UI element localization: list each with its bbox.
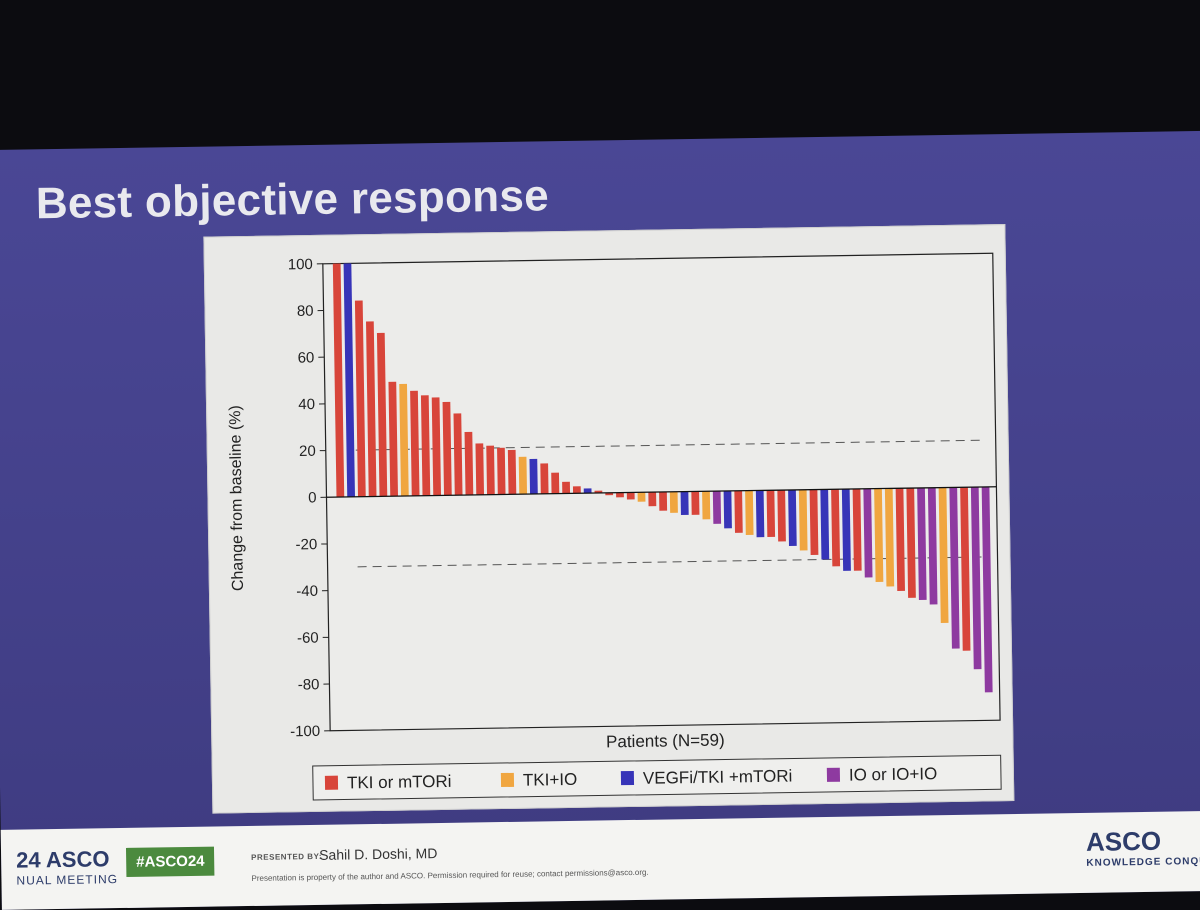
y-tick-label: -100	[290, 723, 320, 740]
patient-bar	[648, 492, 656, 506]
copyright-notice: Presentation is property of the author a…	[251, 868, 648, 883]
patient-bar	[519, 457, 527, 494]
chart-panel: 100 80 60 40 20 0 -20 -40 -60 -80 -100 Change from…	[203, 224, 1014, 814]
patient-bar	[831, 489, 840, 566]
slide-title: Best objective response	[35, 171, 549, 229]
patient-bar	[551, 473, 559, 494]
patient-bar	[885, 488, 894, 586]
asco-tagline: KNOWLEDGE CONQUE	[1086, 856, 1200, 869]
patient-bar	[508, 450, 516, 494]
patient-bar	[562, 482, 570, 494]
asco-annual-meeting-logo: 24 ASCO	[16, 846, 110, 873]
patient-bar	[432, 397, 441, 495]
hashtag-badge: #ASCO24	[126, 847, 215, 877]
legend-label: VEGFi/TKI +mTORi	[643, 766, 793, 787]
patient-bar	[842, 489, 851, 571]
presenter-name: Sahil D. Doshi, MD	[319, 845, 438, 863]
patient-bar	[745, 491, 753, 535]
legend-label: TKI+IO	[523, 770, 578, 790]
presented-by-label: PRESENTED BY:	[251, 852, 322, 862]
patient-bar	[863, 489, 872, 578]
patient-bar	[638, 492, 646, 501]
patient-bar	[713, 491, 721, 524]
legend-swatch	[325, 776, 338, 790]
patient-bar	[497, 448, 505, 495]
asco-logo: ASCO	[1086, 826, 1162, 858]
patient-bar	[529, 459, 537, 494]
y-tick-label: 100	[288, 256, 313, 273]
patient-bar	[702, 491, 710, 519]
y-axis-label: Change from baseline (%)	[227, 405, 247, 591]
y-tick-label: 40	[298, 396, 315, 413]
patient-bar	[777, 490, 786, 541]
patient-bar	[734, 491, 742, 533]
y-tick-label: -60	[297, 629, 319, 646]
patient-bar	[874, 489, 883, 583]
patient-bar	[788, 490, 797, 546]
x-axis-label: Patients (N=59)	[606, 731, 725, 752]
y-tick-label: 60	[297, 349, 314, 366]
patient-bar	[853, 489, 862, 571]
patient-bar	[896, 488, 905, 591]
patient-bar	[756, 490, 764, 537]
patient-bar	[421, 395, 430, 496]
patient-bar	[540, 463, 548, 493]
y-tick-label: -80	[298, 676, 320, 693]
legend-label: IO or IO+IO	[849, 764, 938, 784]
y-tick-label: -40	[296, 583, 318, 600]
patient-bar	[410, 391, 419, 496]
patient-bar	[767, 490, 775, 537]
patient-bar	[465, 432, 474, 495]
y-tick-label: 20	[299, 443, 316, 460]
legend-swatch	[621, 771, 634, 785]
annual-meeting-text: NUAL MEETING	[16, 872, 118, 888]
patient-bar	[691, 491, 699, 514]
patient-bar	[670, 492, 678, 513]
patient-bar	[453, 413, 462, 495]
legend-swatch	[501, 773, 514, 787]
patient-bar	[443, 402, 452, 496]
y-tick-label: 80	[297, 303, 314, 320]
patient-bar	[475, 443, 484, 494]
y-ticks: 100 80 60 40 20 0 -20 -40 -60 -80 -100	[283, 256, 331, 741]
waterfall-chart: 100 80 60 40 20 0 -20 -40 -60 -80 -100 Change from…	[204, 225, 1013, 812]
patient-bar	[681, 492, 689, 515]
patient-bar	[810, 490, 819, 555]
y-tick-label: 0	[308, 489, 317, 506]
slide: Best objective response 100 80 60 40 20 0 -20 -…	[0, 131, 1200, 910]
patient-bar	[627, 492, 635, 499]
footer: 24 ASCO NUAL MEETING #ASCO24 PRESENTED B…	[1, 811, 1200, 910]
legend-swatch	[827, 768, 840, 782]
legend-label: TKI or mTORi	[347, 772, 452, 793]
patient-bar	[724, 491, 732, 528]
patient-bar	[659, 492, 667, 511]
patient-bar	[486, 446, 495, 495]
patient-bar	[820, 489, 829, 559]
patient-bar	[573, 486, 581, 493]
y-tick-label: -20	[295, 536, 317, 553]
patient-bar	[799, 490, 808, 551]
